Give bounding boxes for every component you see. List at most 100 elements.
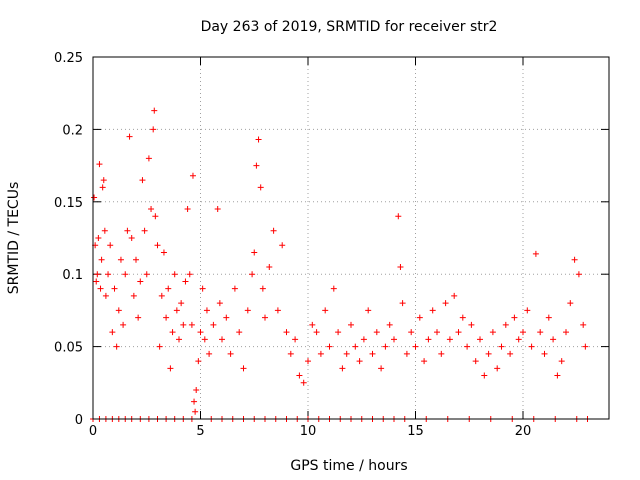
data-point — [180, 321, 187, 328]
data-point — [451, 292, 458, 299]
data-point — [386, 321, 393, 328]
data-point — [97, 285, 104, 292]
data-point — [477, 336, 483, 343]
gridlines — [93, 57, 609, 419]
data-point — [434, 329, 440, 336]
data-point — [109, 329, 116, 336]
data-point — [429, 307, 436, 314]
data-point — [575, 271, 582, 278]
data-point — [189, 172, 196, 179]
data-point — [214, 206, 221, 213]
data-point — [326, 343, 333, 350]
x-tick-label: 10 — [300, 424, 317, 439]
data-point — [193, 387, 200, 394]
data-point — [122, 271, 129, 278]
data-point — [167, 365, 174, 372]
data-point — [489, 329, 496, 336]
data-point — [352, 343, 359, 350]
data-point — [143, 271, 150, 278]
data-point — [95, 235, 102, 241]
data-point — [558, 358, 565, 365]
data-point — [216, 300, 223, 307]
data-point — [270, 227, 277, 234]
data-point — [101, 227, 108, 234]
data-point — [511, 314, 518, 321]
data-point — [563, 329, 569, 336]
data-point — [257, 184, 264, 191]
data-point — [203, 307, 210, 314]
data-point — [365, 307, 372, 314]
data-point — [115, 307, 122, 314]
data-point — [100, 177, 107, 184]
data-point — [446, 336, 453, 343]
data-point — [317, 350, 324, 357]
data-point — [330, 285, 337, 292]
data-point — [292, 336, 299, 343]
data-point — [206, 350, 213, 357]
data-point — [259, 285, 266, 292]
axis-ticks: 0 5 10 15 20 0 0.05 0.1 0.15 0.2 0.25 — [54, 51, 609, 439]
data-point — [481, 372, 488, 379]
data-point — [322, 307, 329, 314]
data-point — [528, 343, 535, 350]
data-point — [195, 358, 202, 365]
data-point — [545, 314, 552, 321]
data-point — [520, 329, 526, 336]
data-point — [339, 365, 346, 372]
data-point — [266, 263, 273, 270]
data-point — [201, 336, 208, 343]
data-point — [515, 336, 522, 343]
data-point — [550, 336, 557, 343]
data-point — [524, 307, 531, 314]
data-point — [120, 321, 127, 328]
data-point — [173, 307, 180, 314]
data-point — [231, 285, 238, 292]
data-point — [494, 365, 501, 372]
y-axis-label: SRMTID / TECUs — [6, 182, 22, 295]
data-point — [464, 343, 471, 350]
data-point — [274, 307, 281, 314]
data-point — [399, 300, 406, 307]
data-point — [249, 271, 256, 278]
data-point — [139, 177, 146, 184]
y-tick-label: 0.05 — [54, 341, 83, 356]
data-point — [178, 300, 185, 307]
data-point — [262, 314, 268, 321]
data-point — [373, 329, 380, 336]
data-point — [348, 321, 354, 328]
data-point — [135, 314, 142, 321]
data-point — [169, 329, 176, 336]
data-point — [182, 278, 189, 285]
data-point — [360, 336, 367, 343]
data-point — [141, 227, 148, 234]
data-point — [335, 329, 342, 336]
data-point — [313, 329, 320, 336]
data-point — [369, 350, 376, 357]
data-point — [152, 213, 159, 220]
data-point — [537, 329, 544, 336]
data-point — [210, 321, 217, 328]
y-tick-label: 0.1 — [62, 268, 83, 283]
data-point — [391, 336, 397, 343]
data-point — [438, 350, 445, 357]
data-point — [137, 278, 144, 285]
data-point — [102, 292, 109, 299]
data-point — [442, 300, 449, 307]
data-point — [96, 161, 103, 168]
data-point — [219, 336, 225, 343]
data-point — [165, 285, 172, 292]
data-point — [184, 206, 191, 213]
data-point — [133, 256, 139, 263]
data-point — [91, 194, 98, 201]
data-point — [191, 398, 198, 405]
data-point — [186, 271, 193, 278]
y-tick-label: 0.15 — [54, 196, 83, 211]
data-point — [99, 184, 106, 191]
data-point — [408, 329, 415, 336]
data-point — [397, 263, 404, 270]
data-point — [378, 365, 385, 372]
data-point — [197, 329, 204, 336]
data-point — [150, 126, 157, 133]
chart-title: Day 263 of 2019, SRMTID for receiver str… — [201, 19, 498, 35]
